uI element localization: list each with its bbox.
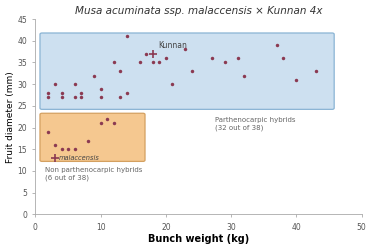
Text: malaccensis: malaccensis bbox=[59, 155, 100, 161]
X-axis label: Bunch weight (kg): Bunch weight (kg) bbox=[148, 234, 249, 244]
FancyBboxPatch shape bbox=[40, 113, 145, 162]
Y-axis label: Fruit diameter (mm): Fruit diameter (mm) bbox=[6, 71, 15, 162]
FancyBboxPatch shape bbox=[40, 33, 334, 109]
Text: Parthenocarpic hybrids
(32 out of 38): Parthenocarpic hybrids (32 out of 38) bbox=[215, 117, 295, 131]
Title: Musa acuminata ssp. malaccensis × Kunnan 4x: Musa acuminata ssp. malaccensis × Kunnan… bbox=[75, 6, 322, 16]
Text: Kunnan: Kunnan bbox=[158, 41, 187, 50]
Text: Non parthenocarpic hybrids
(6 out of 38): Non parthenocarpic hybrids (6 out of 38) bbox=[45, 168, 142, 181]
